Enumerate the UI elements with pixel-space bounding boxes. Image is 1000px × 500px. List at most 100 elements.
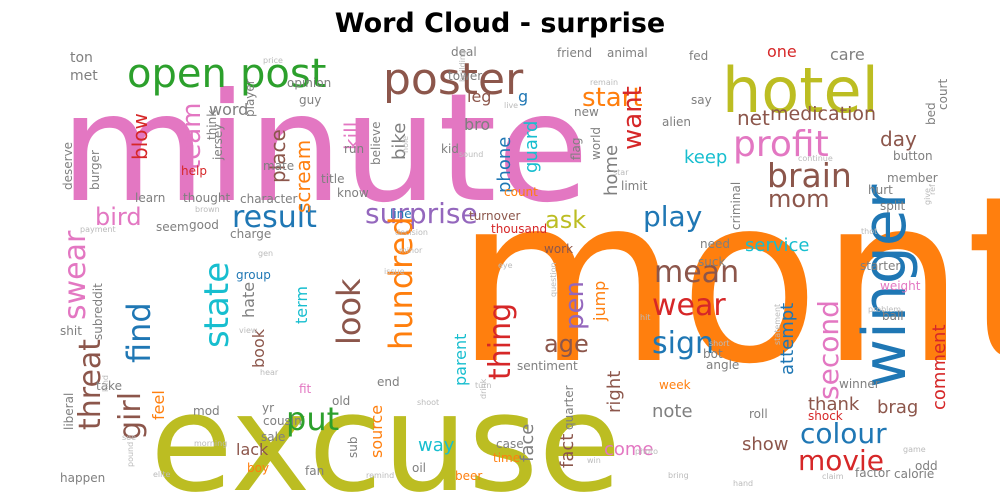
word-continue: continue: [798, 154, 833, 163]
word-sentiment: sentiment: [517, 359, 578, 373]
word-kind: kind: [101, 375, 110, 392]
word-group: group: [236, 268, 271, 282]
word-statement: statement: [773, 304, 782, 345]
word-right: right: [604, 371, 625, 413]
word-net: net: [737, 106, 770, 130]
word-surprise: surprise: [365, 197, 478, 230]
word-issue: issue: [384, 267, 405, 276]
word-wear: wear: [652, 288, 726, 323]
word-oil: oil: [412, 461, 426, 475]
word-hit: hit: [640, 313, 650, 322]
word-friend: friend: [557, 46, 592, 60]
word-good: good: [189, 218, 219, 232]
word-want: want: [618, 86, 648, 150]
word-find: find: [120, 302, 158, 363]
word-excuse: excuse: [150, 365, 621, 500]
word-fit: fit: [299, 382, 312, 396]
word-live: live: [504, 101, 518, 110]
word-hole: hole: [401, 136, 410, 153]
word-count: count: [504, 185, 538, 199]
word-g: g: [518, 87, 528, 106]
word-odd: odd: [915, 459, 938, 473]
word-case: case: [496, 437, 524, 451]
word-attempt: attempt: [777, 303, 798, 375]
word-quarter: quarter: [562, 385, 576, 430]
word-hurt: hurt: [868, 183, 893, 197]
word-character: character: [240, 192, 298, 206]
word-flag: flag: [569, 137, 583, 160]
word-month: month: [455, 148, 1000, 415]
word-give: give: [923, 188, 932, 205]
word-time: time: [493, 451, 520, 465]
word-court: court: [936, 79, 950, 110]
word-sound: sound: [459, 150, 483, 159]
word-fact: fact: [557, 434, 578, 468]
word-state: state: [197, 262, 237, 348]
word-one: one: [767, 42, 797, 61]
word-thot: thot: [861, 227, 877, 236]
word-word: word: [209, 100, 248, 119]
word-mean: mean: [654, 255, 739, 290]
word-payment: payment: [80, 225, 116, 234]
word-parent: parent: [451, 334, 470, 386]
word-beer: beer: [455, 469, 482, 483]
word-ref: ref: [928, 184, 937, 195]
word-comment: comment: [929, 324, 950, 410]
word-criminal: criminal: [729, 182, 743, 230]
word-minute: minute: [60, 62, 589, 236]
word-hundred: hundred: [382, 216, 420, 350]
word-winger: winger: [850, 184, 920, 388]
word-girl: girl: [113, 392, 148, 440]
word-service: service: [745, 235, 809, 256]
word-feel: feel: [149, 390, 168, 420]
word-morning: morning: [194, 439, 227, 448]
word-second: second: [812, 300, 845, 400]
word-title: title: [321, 172, 344, 186]
word-scream: scream: [291, 140, 315, 213]
word-post: post: [240, 51, 326, 97]
chart-title: Word Cloud - surprise: [334, 8, 666, 39]
word-thousand: thousand: [491, 222, 547, 236]
word-new: new: [574, 105, 599, 119]
word-kill: kill: [340, 122, 364, 150]
word-tower: tower: [448, 69, 482, 83]
word-open: open: [127, 51, 227, 97]
word-put: put: [286, 400, 339, 438]
word-place: place: [266, 129, 290, 183]
word-colour: colour: [800, 417, 887, 450]
word-work: work: [544, 242, 573, 256]
word-see: see: [122, 433, 136, 442]
word-thought: thought: [183, 191, 230, 205]
word-alien: alien: [662, 115, 691, 129]
word-fan: fan: [305, 464, 324, 478]
word-poster: poster: [383, 54, 524, 105]
word-ball: ball: [882, 309, 904, 323]
word-pen: pen: [560, 281, 590, 330]
word-shit: shit: [60, 324, 82, 338]
word-calorie: calorie: [894, 467, 934, 481]
word-kid: kid: [441, 142, 459, 156]
word-jersey: jersey: [211, 124, 225, 161]
word-way: way: [418, 435, 455, 456]
word-result: result: [232, 200, 317, 235]
word-subreddit: subreddit: [91, 283, 105, 340]
word-decision: decision: [395, 228, 428, 237]
word-seem: seem: [156, 220, 189, 234]
word-turn: turn: [475, 381, 491, 390]
word-star: star: [613, 168, 629, 177]
word-photo: photo: [635, 447, 658, 456]
word-phone: phone: [494, 137, 515, 193]
word-starter: starter: [860, 259, 900, 273]
word-end: end: [377, 375, 400, 389]
word-deal: deal: [451, 45, 477, 59]
word-winner: winner: [839, 377, 880, 391]
word-opinion: opinion: [287, 76, 331, 90]
word-term: term: [292, 286, 311, 324]
word-home: home: [601, 145, 622, 196]
word-price: price: [263, 56, 283, 65]
word-sign: sign: [652, 326, 714, 361]
word-minor: minor: [399, 246, 423, 255]
word-boy: boy: [247, 461, 269, 475]
word-weight: weight: [880, 279, 921, 293]
